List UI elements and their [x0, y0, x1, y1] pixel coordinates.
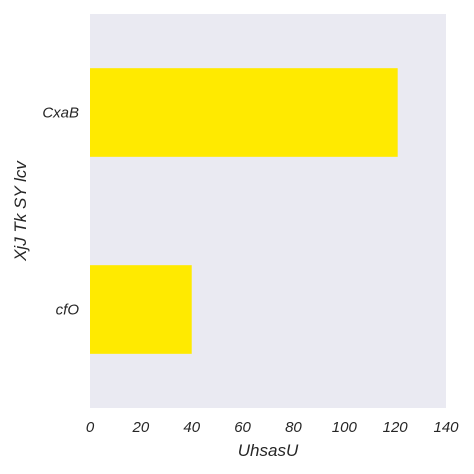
- x-tick-label: 0: [86, 419, 95, 436]
- y-tick-label: CxaB: [42, 105, 79, 122]
- x-tick-label: 80: [285, 419, 302, 436]
- x-axis-ticks: 0 20 40 60 80 100 120 140: [86, 419, 459, 436]
- x-tick-label: 60: [234, 419, 251, 436]
- bar-CxaB: [90, 68, 398, 157]
- y-axis-label: XjJ Tk SY lcv: [11, 160, 30, 262]
- x-tick-label: 40: [183, 419, 200, 436]
- x-tick-label: 100: [332, 419, 358, 436]
- x-axis-label: UhsasU: [238, 441, 299, 460]
- y-tick-label: cfO: [56, 302, 80, 319]
- x-tick-label: 20: [132, 419, 150, 436]
- bar-cfO: [90, 265, 192, 354]
- x-tick-label: 140: [433, 419, 459, 436]
- y-axis-ticks: CxaB cfO: [42, 105, 79, 319]
- x-tick-label: 120: [383, 419, 409, 436]
- bars-group: [90, 68, 398, 354]
